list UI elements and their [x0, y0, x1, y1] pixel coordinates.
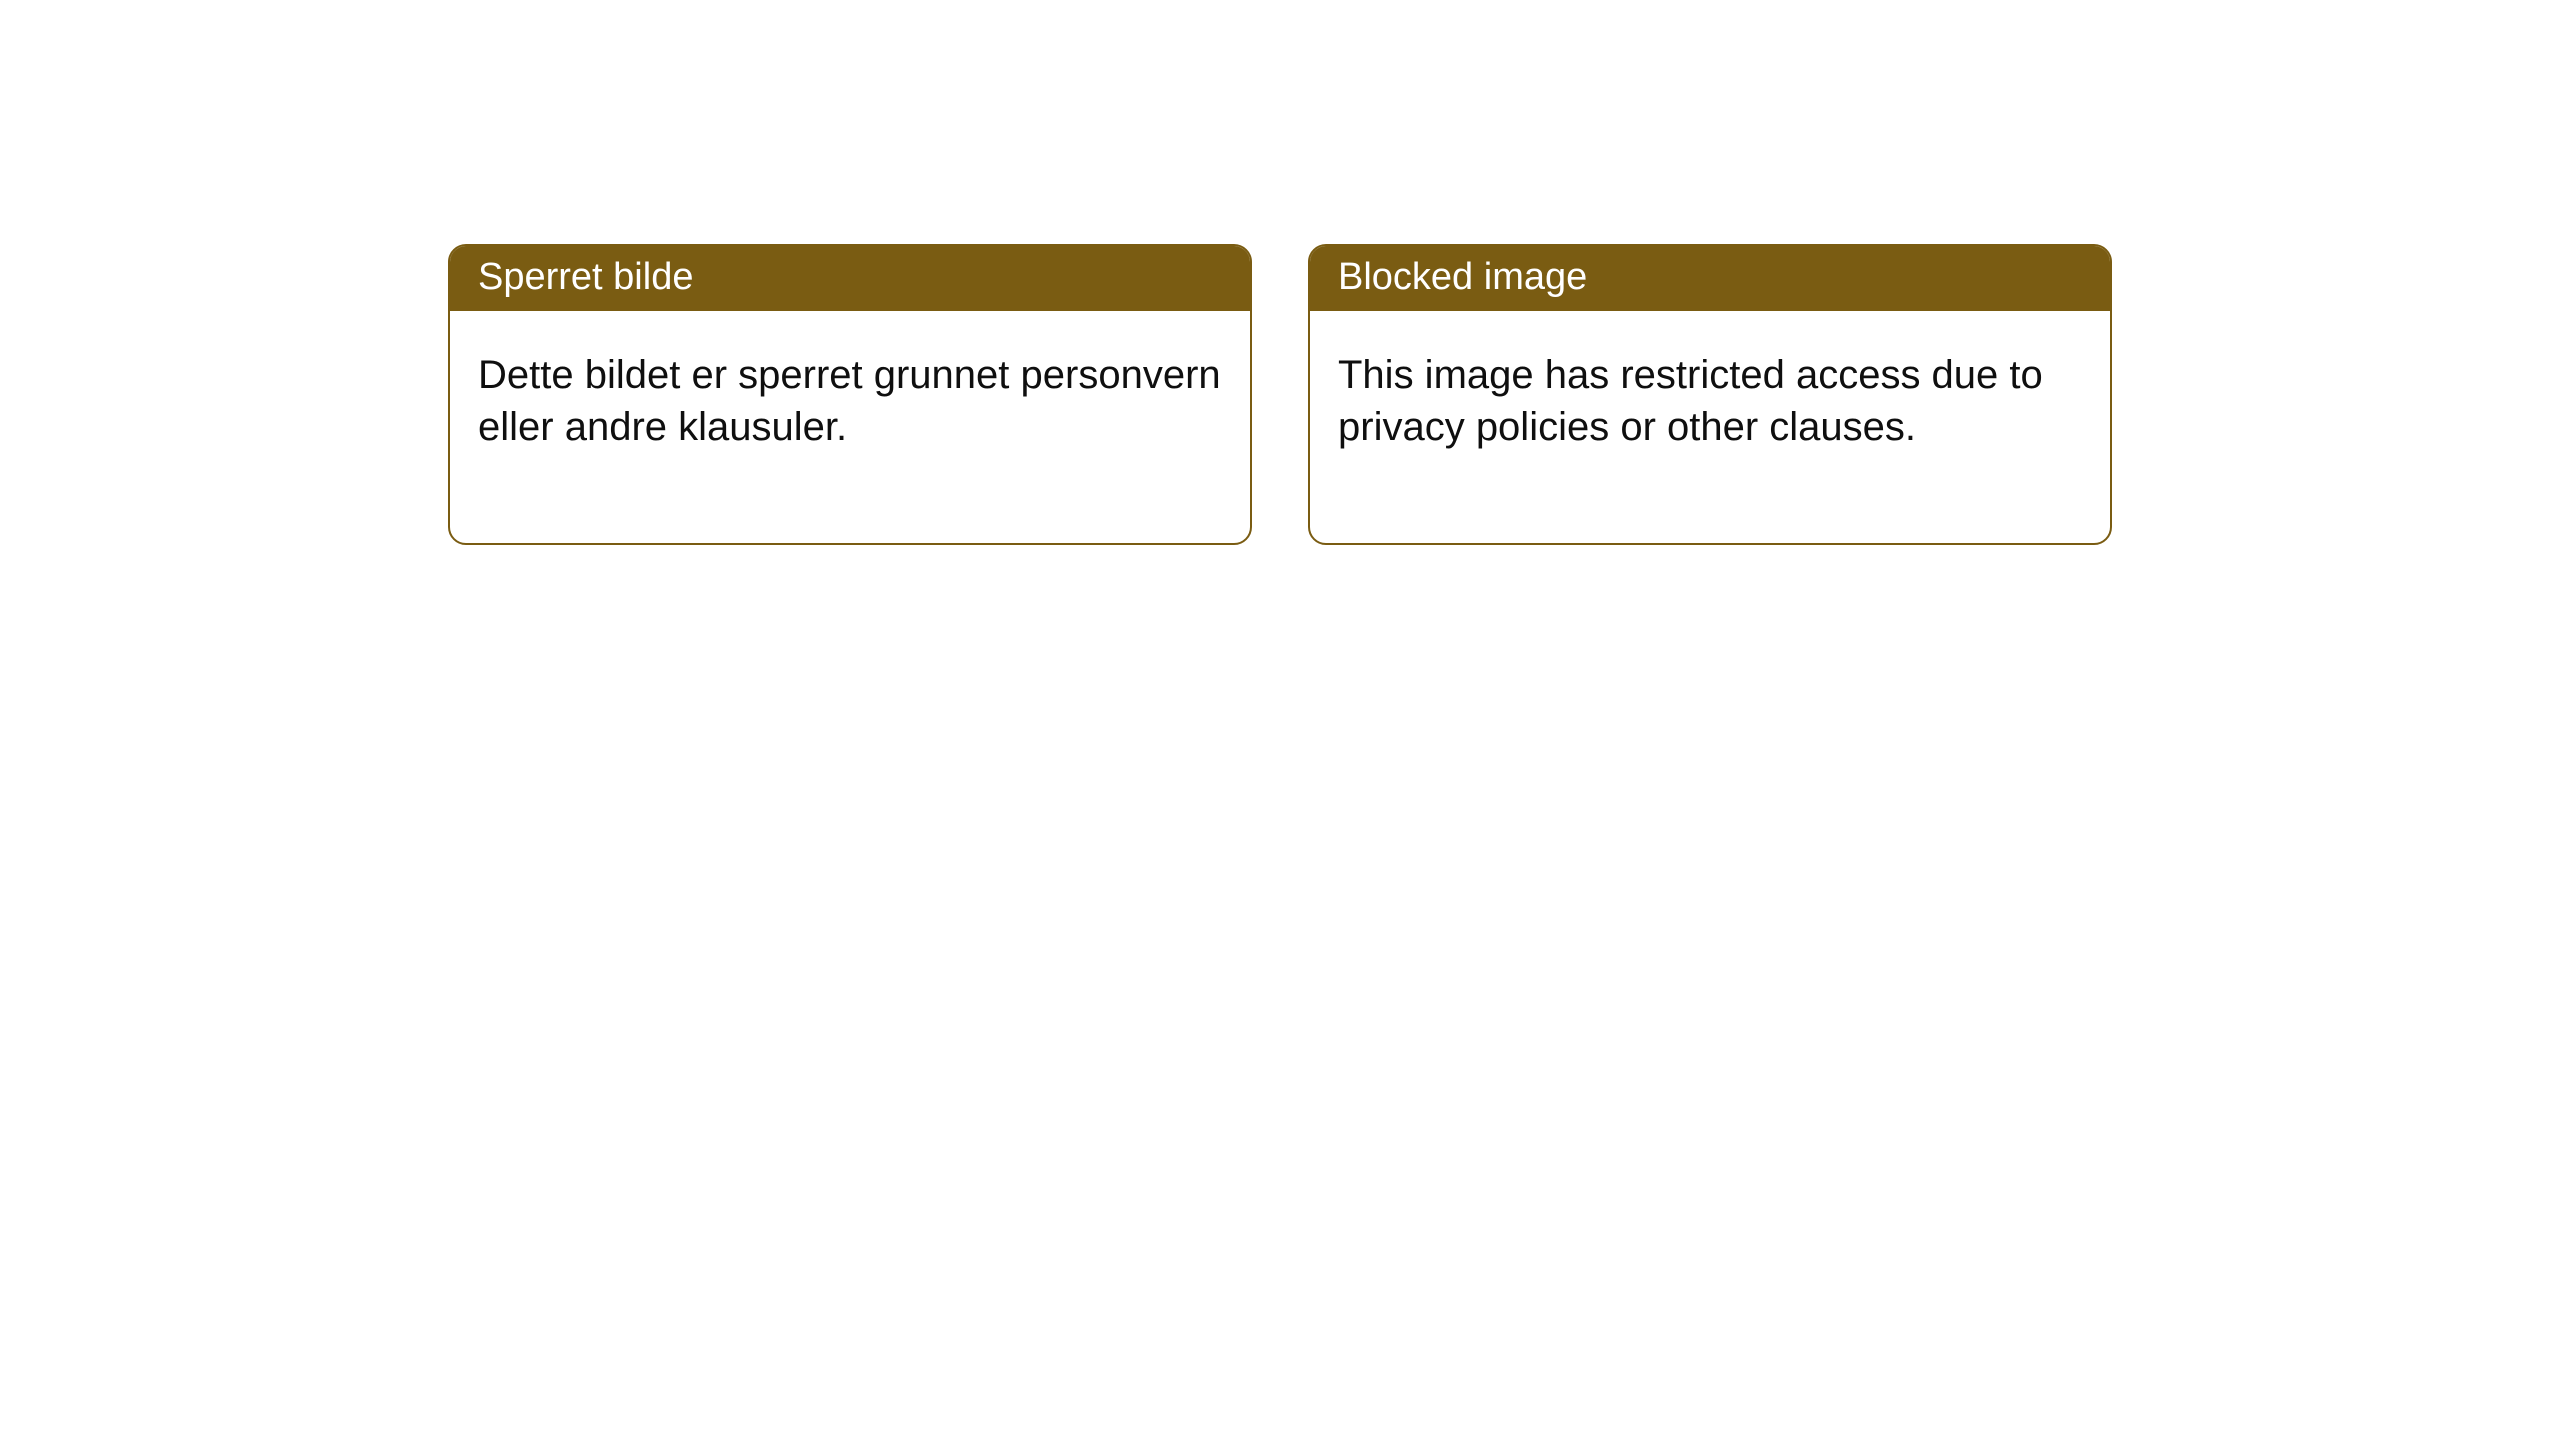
notice-card-english: Blocked image This image has restricted …: [1308, 244, 2112, 545]
notice-card-body: Dette bildet er sperret grunnet personve…: [450, 311, 1250, 543]
notice-card-header: Blocked image: [1310, 246, 2110, 311]
notice-card-header: Sperret bilde: [450, 246, 1250, 311]
notice-card-norwegian: Sperret bilde Dette bildet er sperret gr…: [448, 244, 1252, 545]
notice-cards-container: Sperret bilde Dette bildet er sperret gr…: [0, 0, 2560, 545]
notice-card-body: This image has restricted access due to …: [1310, 311, 2110, 543]
